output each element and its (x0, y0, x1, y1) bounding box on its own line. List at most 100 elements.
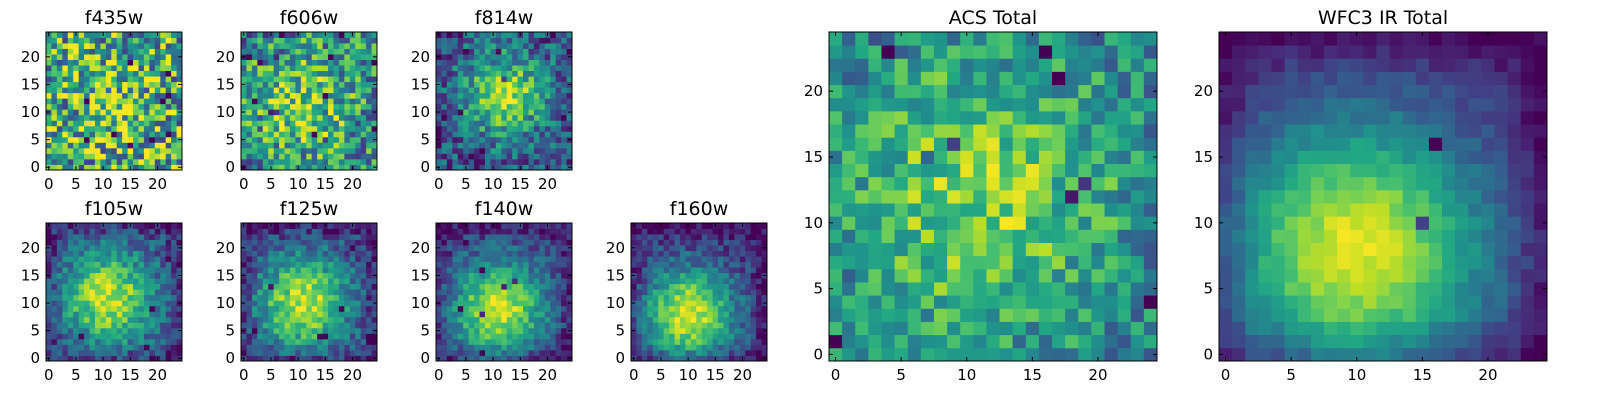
heatmap-cell (647, 322, 654, 329)
heatmap-cell (84, 305, 90, 312)
heatmap-cell (143, 32, 150, 38)
heatmap-cell (761, 234, 768, 240)
heatmap-cell (523, 294, 529, 301)
heatmap-cell (690, 228, 697, 235)
heatmap-cell (171, 131, 177, 138)
heatmap-cell (371, 65, 378, 72)
heatmap-cell (669, 245, 675, 251)
heatmap-cell (533, 65, 540, 72)
heatmap-cell (149, 59, 156, 66)
heatmap-cell (631, 267, 637, 274)
heatmap-cell (1065, 334, 1079, 349)
heatmap-cell (116, 43, 123, 49)
heatmap-cell (512, 147, 518, 154)
heatmap-cell (501, 43, 508, 49)
heatmap-cell (446, 344, 453, 351)
heatmap-cell (84, 300, 90, 307)
heatmap-cell (328, 239, 334, 246)
heatmap-cell (328, 250, 334, 257)
heatmap-cell (636, 239, 643, 246)
heatmap-cell (566, 43, 573, 49)
heatmap-cell (116, 245, 123, 251)
heatmap-cell (533, 125, 540, 132)
heatmap-cell (73, 158, 80, 165)
heatmap-cell (268, 54, 275, 60)
heatmap-cell (328, 120, 334, 127)
heatmap-cell (523, 142, 529, 149)
heatmap-cell (523, 136, 529, 143)
heatmap-cell (62, 289, 69, 296)
heatmap-cell (311, 65, 318, 72)
heatmap-cell (894, 229, 909, 243)
heatmap-cell (366, 164, 372, 171)
heatmap-cell (441, 136, 448, 143)
heatmap-cell (446, 37, 453, 44)
heatmap-cell (328, 344, 334, 351)
heatmap-cell (528, 87, 535, 94)
heatmap-cell (165, 125, 172, 132)
heatmap-cell (344, 147, 351, 154)
heatmap-cell (262, 234, 269, 240)
heatmap-cell (701, 305, 708, 312)
heatmap-cell (933, 229, 948, 243)
heatmap-cell (1104, 347, 1119, 362)
heatmap-cell (317, 311, 323, 318)
heatmap-cell (322, 87, 329, 94)
heatmap-cell (322, 158, 329, 165)
heatmap-cell (143, 87, 150, 94)
heatmap-cell (679, 239, 686, 246)
heatmap-cell (501, 142, 508, 149)
heatmap-cell (160, 136, 167, 143)
heatmap-cell (105, 109, 112, 116)
heatmap-cell (251, 338, 258, 345)
heatmap-cell (89, 333, 96, 340)
heatmap-cell (171, 81, 177, 88)
heatmap-cell (685, 283, 692, 290)
heatmap-cell (176, 92, 183, 99)
heatmap-cell (501, 322, 508, 329)
heatmap-cell (349, 158, 356, 165)
heatmap-cell (344, 109, 351, 116)
heatmap-cell (138, 109, 145, 116)
heatmap-cell (89, 250, 96, 257)
heatmap-cell (56, 59, 63, 66)
heatmap-cell (436, 278, 442, 285)
heatmap-cell (73, 300, 80, 307)
heatmap-cell (51, 125, 58, 132)
heatmap-cell (674, 223, 681, 229)
heatmap-cell (641, 327, 648, 334)
heatmap-cell (750, 289, 757, 296)
heatmap-cell (745, 349, 752, 356)
heatmap-cell (566, 76, 573, 83)
heatmap-cell (366, 153, 372, 160)
heatmap-cell (371, 103, 378, 110)
heatmap-cell (523, 300, 529, 307)
heatmap-cell (484, 131, 491, 138)
heatmap-cell (246, 267, 253, 274)
heatmap-cell (105, 54, 112, 60)
heatmap-cell (728, 327, 735, 334)
heatmap-cell (279, 120, 285, 127)
heatmap-cell (544, 311, 551, 318)
heatmap-cell (360, 283, 367, 290)
heatmap-cell (739, 250, 746, 257)
y-tick-label: 0 (30, 349, 40, 367)
heatmap-cell (116, 114, 123, 121)
heatmap-cell (484, 305, 491, 312)
heatmap-cell (56, 256, 63, 263)
heatmap-cell (756, 333, 762, 340)
heatmap-cell (143, 59, 150, 66)
heatmap-cell (495, 125, 502, 132)
heatmap-cell (366, 114, 372, 121)
heatmap-cell (371, 114, 378, 121)
heatmap-cell (149, 32, 156, 38)
heatmap-cell (279, 234, 285, 240)
y-tick-label: 0 (420, 349, 430, 367)
heatmap-cell (533, 250, 540, 257)
heatmap-cell (257, 289, 264, 296)
heatmap-cell (51, 103, 58, 110)
heatmap-cell (539, 338, 546, 345)
heatmap-cell (165, 109, 172, 116)
heatmap-cell (712, 322, 719, 329)
heatmap-cell (116, 272, 123, 279)
